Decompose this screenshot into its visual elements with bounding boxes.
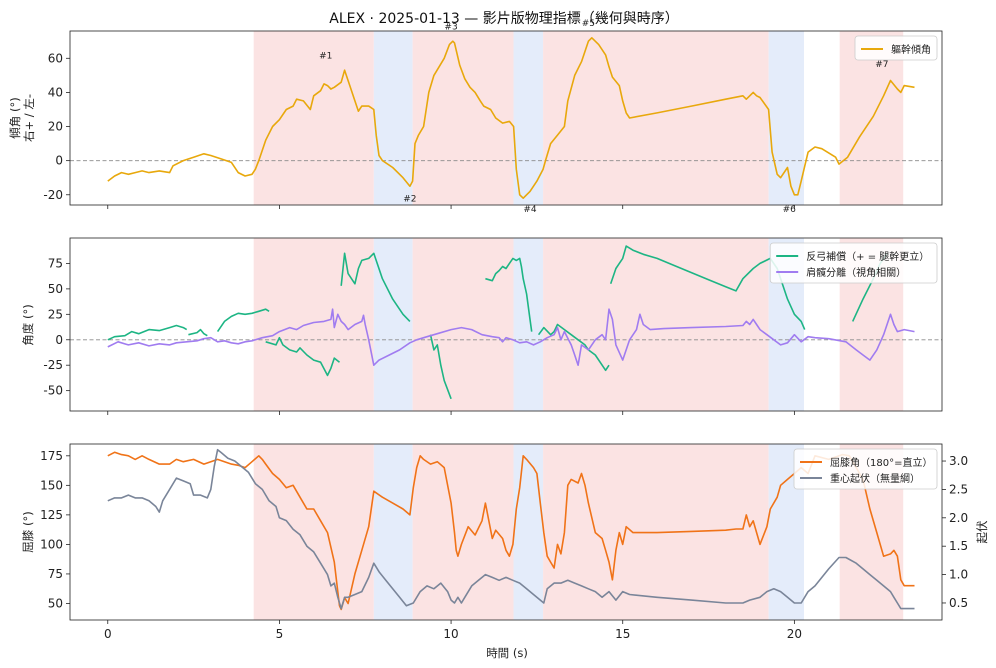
- panel-angles: -50 -25 0 25 50 75 反弓補償（+ = 腿幹更立） 肩髖分離（視角相關）: [43, 237, 943, 415]
- peak-annotation: #6: [783, 205, 797, 215]
- series-line: [107, 308, 915, 366]
- y-right-tick-label: 2.5: [949, 482, 968, 496]
- x-tick-label: 15: [615, 627, 630, 641]
- y-tick-label: 60: [48, 51, 63, 65]
- panel-tilt: #1 #2 #3 #4 #5 #6 #7 -20 0 20 40 60 軀幹傾角: [43, 19, 943, 215]
- x-axis-label: 時間 (s): [486, 646, 528, 660]
- axes-frame: [69, 237, 943, 412]
- legend-label: 軀幹傾角: [891, 43, 931, 56]
- phase-band-red: [412, 31, 514, 205]
- series-line: [265, 336, 340, 377]
- series-line: [107, 37, 915, 199]
- plot-layer: #1#2#3#4#5#6#7-200204060軀幹傾角-50-25025507…: [40, 19, 968, 641]
- series-line: [429, 334, 452, 400]
- y-tick-label: 125: [40, 508, 63, 522]
- series-line: [537, 323, 610, 372]
- phase-band-red: [253, 31, 374, 205]
- panel-knee: 50 75 100 125 150 175 0.5 1.0 1.5 2.0 2.5 3.0 0 5 10 15…: [40, 443, 968, 641]
- y-right-tick-label: 3.0: [949, 454, 968, 468]
- y-tick-label: 150: [40, 478, 63, 492]
- series-line: [485, 257, 533, 332]
- y-tick-label: -50: [43, 384, 63, 398]
- legend: 屈膝角（180°=直立） 重心起伏（無量綱）: [793, 448, 938, 490]
- y-right-tick-label: 1.0: [949, 568, 968, 582]
- y-tick-label: 0: [55, 154, 63, 168]
- series-line: [340, 252, 411, 322]
- legend: 軀幹傾角: [854, 35, 938, 61]
- y-tick-label: 0: [55, 333, 63, 347]
- panel2-ylabel: 角度 (°): [21, 304, 35, 345]
- y-tick-label: -25: [43, 358, 63, 372]
- legend-box: [793, 448, 938, 490]
- series-line: [107, 448, 915, 610]
- panel3-ylabel: 屈膝 (°): [21, 511, 35, 552]
- legend-label: 屈膝角（180°=直立）: [830, 456, 932, 469]
- y-tick-label: -20: [43, 188, 63, 202]
- peak-annotation: #4: [523, 205, 537, 215]
- axes-frame: [69, 30, 943, 206]
- series-line: [188, 328, 208, 337]
- panel3-ylabel-right: 起伏: [975, 520, 989, 543]
- x-tick-label: 5: [276, 627, 284, 641]
- y-tick-label: 40: [48, 85, 63, 99]
- x-tick-label: 20: [787, 627, 802, 641]
- legend-box: [854, 35, 938, 61]
- x-tick-label: 0: [104, 627, 112, 641]
- legend-label: 重心起伏（無量綱）: [830, 472, 920, 485]
- legend-box: [769, 242, 938, 284]
- series-line: [107, 324, 188, 341]
- phase-band-blue: [373, 444, 413, 620]
- series-line: [107, 451, 915, 611]
- y-tick-label: 25: [48, 307, 63, 321]
- y-tick-label: 100: [40, 537, 63, 551]
- series-line: [216, 308, 270, 333]
- y-right-tick-label: 2.0: [949, 511, 968, 525]
- legend-label: 肩髖分離（視角相關）: [806, 266, 906, 279]
- y-tick-label: 20: [48, 120, 63, 134]
- phase-band-blue: [373, 238, 413, 411]
- y-tick-label: 75: [48, 567, 63, 581]
- phase-band-blue: [373, 31, 413, 205]
- peak-annotation: #5: [582, 19, 595, 29]
- phase-band-red: [253, 444, 374, 620]
- phase-band-red: [412, 238, 514, 411]
- panel1-ylabel2: 右+ / 左-: [22, 94, 36, 142]
- peak-annotation: #1: [319, 51, 332, 61]
- axes-frame: [69, 443, 943, 621]
- phase-band-blue: [513, 444, 544, 620]
- y-right-tick-label: 0.5: [949, 596, 968, 610]
- phase-band-blue: [513, 31, 544, 205]
- phase-band-red: [543, 31, 769, 205]
- phase-band-red: [543, 238, 769, 411]
- legend-label: 反弓補償（+ = 腿幹更立）: [806, 250, 929, 263]
- peak-annotation: #3: [444, 22, 457, 32]
- y-tick-label: 175: [40, 449, 63, 463]
- legend: 反弓補償（+ = 腿幹更立） 肩髖分離（視角相關）: [769, 242, 938, 284]
- x-tick-label: 10: [443, 627, 458, 641]
- peak-annotation: #7: [875, 60, 888, 70]
- chart-title: ALEX · 2025-01-13 — 影片版物理指標（幾何與時序）: [329, 11, 678, 27]
- phase-band-blue: [513, 238, 544, 411]
- series-line: [609, 245, 806, 330]
- y-right-tick-label: 1.5: [949, 539, 968, 553]
- y-tick-label: 50: [48, 596, 63, 610]
- peak-annotation: #2: [403, 195, 416, 205]
- panel1-ylabel: 傾角 (°): [8, 97, 22, 138]
- y-tick-label: 75: [48, 256, 63, 270]
- y-tick-label: 50: [48, 282, 63, 296]
- phase-band-red: [412, 444, 514, 620]
- phase-band-blue: [768, 31, 804, 205]
